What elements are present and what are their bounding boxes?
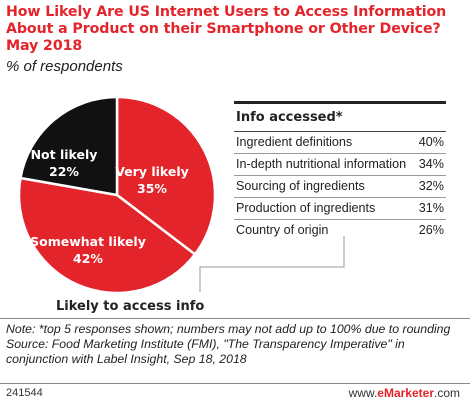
slice-label: Somewhat likely bbox=[30, 234, 146, 249]
info-row-label: Ingredient definitions bbox=[236, 135, 353, 149]
source-text: Source: Food Marketing Institute (FMI), … bbox=[6, 337, 405, 366]
divider bbox=[0, 383, 470, 384]
slice-value-label: 42% bbox=[73, 251, 103, 266]
info-row: Country of origin 26% bbox=[234, 220, 446, 241]
info-row: Sourcing of ingredients 32% bbox=[234, 176, 446, 198]
info-row-label: Country of origin bbox=[236, 223, 329, 237]
info-row-value: 31% bbox=[418, 201, 444, 215]
chart-id: 241544 bbox=[6, 387, 43, 399]
info-row-value: 34% bbox=[418, 157, 444, 171]
grouping-caption: Likely to access info bbox=[56, 299, 205, 314]
note-text: Note: *top 5 responses shown; numbers ma… bbox=[6, 322, 451, 336]
divider bbox=[0, 318, 470, 319]
slice-value-label: 22% bbox=[49, 164, 79, 179]
info-row: In-depth nutritional information 34% bbox=[234, 154, 446, 176]
footnote: Note: *top 5 responses shown; numbers ma… bbox=[6, 322, 466, 367]
slice-somewhat-likely bbox=[17, 176, 197, 295]
site-suffix: .com bbox=[433, 386, 460, 400]
info-row-value: 32% bbox=[418, 179, 444, 193]
info-row-value: 26% bbox=[418, 223, 444, 237]
info-row-value: 40% bbox=[418, 135, 444, 149]
slice-value-label: 35% bbox=[137, 181, 167, 196]
info-row: Production of ingredients 31% bbox=[234, 198, 446, 220]
slice-not-likely bbox=[19, 95, 119, 197]
slice-label: Not likely bbox=[31, 147, 98, 162]
slice-very-likely bbox=[115, 95, 217, 257]
chart-subtitle: % of respondents bbox=[6, 58, 123, 75]
slice-label: Very likely bbox=[115, 164, 189, 179]
info-row-label: Production of ingredients bbox=[236, 201, 376, 215]
connector-line bbox=[199, 236, 345, 292]
info-row-label: Sourcing of ingredients bbox=[236, 179, 365, 193]
info-row-label: In-depth nutritional information bbox=[236, 157, 407, 171]
site-brand: eMarketer bbox=[377, 386, 434, 400]
chart-title: How Likely Are US Internet Users to Acce… bbox=[6, 4, 447, 54]
site-prefix: www. bbox=[348, 386, 378, 400]
info-row: Ingredient definitions 40% bbox=[234, 132, 446, 154]
info-accessed-table: Info accessed* Ingredient definitions 40%… bbox=[234, 101, 446, 241]
info-accessed-header: Info accessed* bbox=[234, 101, 446, 132]
site-credit: www.eMarketer.com bbox=[349, 386, 460, 400]
